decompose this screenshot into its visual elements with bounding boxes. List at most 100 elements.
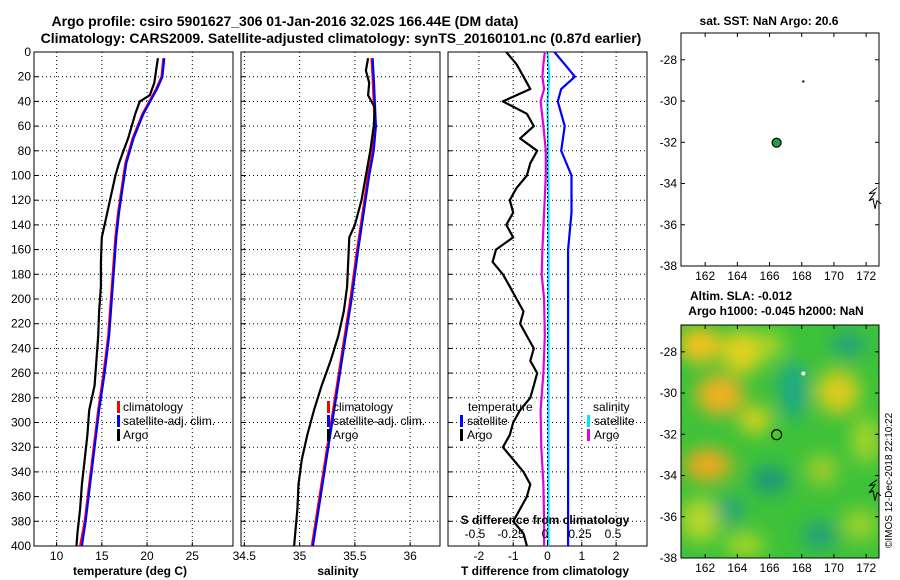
- map-x-tick-label: 172: [856, 561, 876, 575]
- legend-swatch: [117, 415, 120, 427]
- legend-swatch: [587, 415, 590, 427]
- map-x-tick-label: 168: [792, 561, 812, 575]
- legend-swatch: [587, 429, 590, 441]
- difference-ticks: -2 -1 0 1 2 -0.5 -0.25 0 0.25 0.5S difference fro…: [448, 51, 630, 563]
- series-t-satellite: [553, 52, 577, 546]
- y-tick-label: 360: [11, 490, 31, 504]
- s-tick-label: -0.5: [465, 527, 486, 541]
- sst-map-contents: 162 164 166 168 170 172 -28 -30 -32 -34 -36 -38: [660, 33, 882, 283]
- series-s-satellite: [546, 52, 551, 546]
- legend-label: Argo: [123, 428, 149, 442]
- map-y-tick-label: -28: [660, 53, 678, 67]
- legend-swatch: [327, 429, 330, 441]
- difference-lines: [491, 52, 577, 546]
- coastline: [868, 479, 882, 501]
- y-tick-label: 0: [24, 45, 31, 59]
- y-tick-label: 400: [11, 539, 31, 553]
- map-x-tick-label: 166: [760, 561, 780, 575]
- y-tick-label: 160: [11, 243, 31, 257]
- series-s-argo: [539, 52, 547, 546]
- sst-map-title: sat. SST: NaN Argo: 20.6: [700, 14, 839, 28]
- sla-map-title-2: Argo h1000: -0.045 h2000: NaN: [688, 304, 863, 318]
- map-x-tick-label: 166: [760, 269, 780, 283]
- map-y-tick-label: -38: [660, 259, 678, 273]
- imos-watermark: ©IMOS 12-Dec-2018 22:10:22: [884, 412, 895, 548]
- y-tick-label: 300: [11, 416, 31, 430]
- legend-swatch: [117, 429, 120, 441]
- legend-swatch: [327, 415, 330, 427]
- map-y-tick-label: -36: [660, 218, 678, 232]
- x-tick-label: 34.5: [233, 549, 257, 563]
- sla-heatmap: [681, 325, 879, 558]
- temperature-panel: 10 15 20 25 0 20 40 60 80 100 120 140 160 180 200 220 24…: [11, 45, 234, 578]
- y-tick-label: 140: [11, 218, 31, 232]
- map-y-tick-label: -28: [660, 345, 678, 359]
- salinity-panel: 34.5 35 35.5 36 salinity climatologysatelli…: [233, 51, 441, 578]
- y-tick-label: 240: [11, 341, 31, 355]
- legend-swatch: [460, 415, 463, 427]
- map-y-tick-label: -32: [660, 135, 678, 149]
- y-tick-label: 20: [18, 70, 32, 84]
- legend-label: climatology: [333, 400, 393, 414]
- temperature-xlabel: temperature (deg C): [73, 564, 187, 578]
- map-y-tick-label: -34: [660, 177, 678, 191]
- x-tick-label: 25: [186, 549, 200, 563]
- map-x-tick-label: 170: [824, 561, 844, 575]
- y-tick-label: 120: [11, 193, 31, 207]
- legend-title-salinity: salinity: [593, 400, 630, 414]
- y-tick-label: 180: [11, 267, 31, 281]
- y-tick-label: 200: [11, 292, 31, 306]
- sla-map-contents: 162 164 166 168 170 172 -28 -30 -32 -34 -36 -38: [660, 325, 882, 575]
- salinity-xlabel: salinity: [317, 564, 359, 578]
- s-tick-label: 0: [542, 527, 549, 541]
- island-marker: [801, 371, 806, 376]
- x-tick-label: -1: [508, 549, 519, 563]
- y-tick-label: 340: [11, 465, 31, 479]
- legend-swatch: [460, 429, 463, 441]
- salinity-ticks: 34.5 35 35.5 36: [233, 51, 417, 563]
- legend-label: Argo: [467, 428, 493, 442]
- argo-position-marker: [771, 137, 782, 148]
- map-x-tick-label: 162: [695, 269, 715, 283]
- series-t-argo: [491, 52, 539, 546]
- map-y-tick-label: -30: [660, 386, 678, 400]
- legend-label: satellite-adj. clim.: [123, 414, 215, 428]
- legend-swatch: [117, 401, 120, 413]
- difference-legend: temperature salinitysatelliteArgosatellit…: [460, 400, 635, 442]
- map-y-tick-label: -32: [660, 427, 678, 441]
- map-y-tick-label: -36: [660, 510, 678, 524]
- title-line-1: Argo profile: csiro 5901627_306 01-Jan-2…: [52, 13, 519, 29]
- x-tick-label: 10: [50, 549, 64, 563]
- legend-label: Argo: [594, 428, 620, 442]
- legend-title-temperature: temperature: [468, 400, 533, 414]
- s-tick-label: 0.5: [605, 527, 622, 541]
- x-tick-label: -2: [474, 549, 485, 563]
- argo-position-marker: [771, 429, 783, 441]
- s-tick-label: 0.25: [568, 527, 592, 541]
- s-tick-label: -0.25: [497, 527, 525, 541]
- island-marker: [802, 80, 805, 83]
- y-tick-label: 40: [18, 94, 32, 108]
- x-tick-label: 35.5: [343, 549, 367, 563]
- series-argo: [75, 58, 159, 546]
- map-y-tick-label: -34: [660, 469, 678, 483]
- map-x-tick-label: 164: [727, 269, 747, 283]
- legend-label: satellite: [594, 414, 635, 428]
- y-tick-label: 100: [11, 169, 31, 183]
- x-tick-label: 36: [403, 549, 417, 563]
- legend-label: climatology: [123, 400, 183, 414]
- map-x-tick-label: 172: [856, 269, 876, 283]
- map-x-tick-label: 168: [792, 269, 812, 283]
- coastline: [868, 187, 882, 209]
- sla-map-title-1: Altim. SLA: -0.012: [690, 289, 792, 303]
- temperature-ticks: 10 15 20 25 0 20 40 60 80 100 120 140 160 180 200 220 24…: [11, 45, 199, 563]
- map-x-tick-label: 170: [824, 269, 844, 283]
- sla-map-panel: Altim. SLA: -0.012 Argo h1000: -0.045 h2…: [660, 289, 882, 575]
- legend-label: Argo: [333, 428, 359, 442]
- difference-panel: -2 -1 0 1 2 -0.5 -0.25 0 0.25 0.5S difference fro…: [447, 51, 648, 578]
- map-y-tick-label: -38: [660, 551, 678, 565]
- y-tick-label: 260: [11, 366, 31, 380]
